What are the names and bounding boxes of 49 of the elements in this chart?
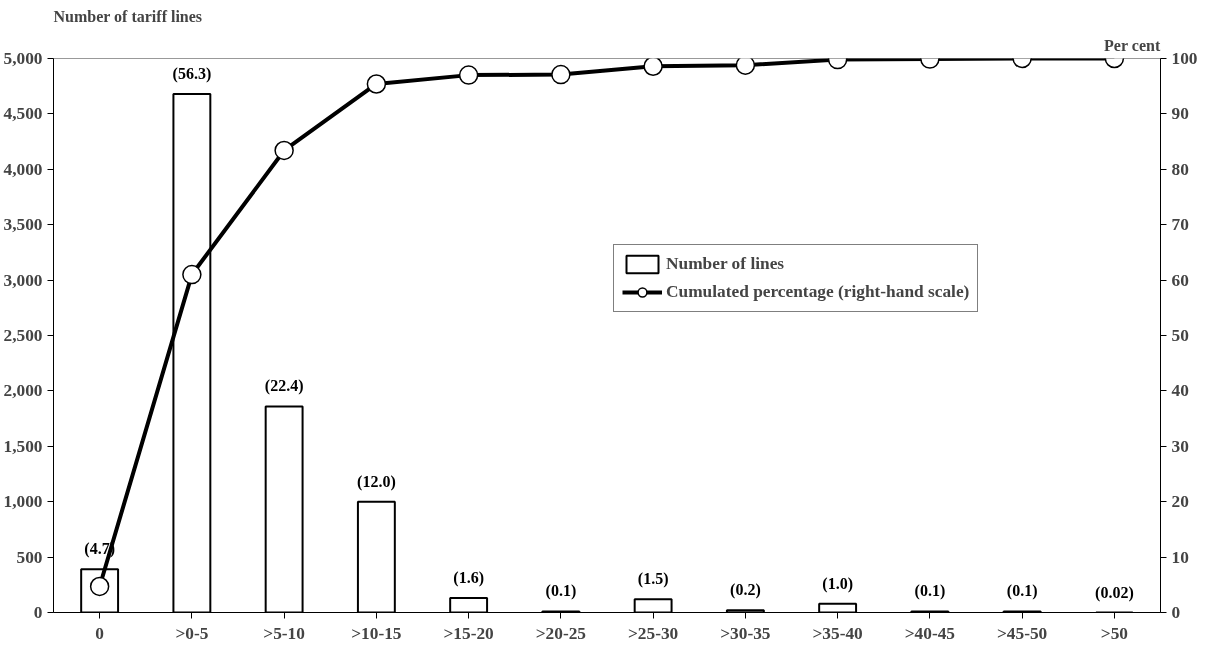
- y2-tick-label: 40: [1171, 381, 1189, 401]
- annotation: (0.1): [1006, 582, 1038, 601]
- annotation: (56.3): [172, 64, 212, 83]
- x-tick-label: >20-25: [535, 623, 587, 643]
- annotation: (0.1): [545, 582, 577, 601]
- y-axis-title: Number of tariff lines: [53, 7, 203, 25]
- y2-axis-title: Per cent: [1104, 36, 1161, 54]
- y2-tick-label: 10: [1171, 547, 1189, 567]
- y-tick-label: 2,000: [3, 381, 43, 401]
- annotation: (22.4): [264, 377, 304, 396]
- y2-tick-label: 20: [1171, 492, 1189, 512]
- y-tick-label: 0: [33, 603, 43, 622]
- annotation: (1.6): [453, 569, 484, 588]
- y-tick-label: 4,500: [3, 104, 43, 124]
- x-tick-label: >40-45: [904, 623, 956, 643]
- x-tick-label: >35-40: [812, 623, 863, 643]
- x-tick-label: >25-30: [627, 623, 679, 643]
- y2-tick-label: 70: [1171, 215, 1189, 235]
- annotation: (0.02): [1095, 583, 1134, 602]
- annotation: (1.5): [637, 570, 669, 589]
- y-tick-label: 2,500: [3, 326, 43, 345]
- x-tick-label: >0-5: [175, 623, 209, 643]
- y-tick-label: 4,000: [3, 159, 43, 179]
- annotation: (1.0): [822, 574, 853, 593]
- y2-tick-label: 90: [1171, 104, 1189, 124]
- y-tick-label: 1,000: [3, 492, 43, 512]
- x-tick-label: >30-35: [720, 623, 771, 643]
- legend-label: Number of lines: [666, 254, 785, 274]
- y2-tick-label: 50: [1171, 326, 1189, 345]
- x-tick-label: 0: [95, 623, 104, 643]
- x-tick-label: >45-50: [996, 623, 1048, 643]
- x-tick-label: >5-10: [263, 623, 305, 643]
- x-tick-label: >15-20: [443, 623, 494, 643]
- y2-tick-label: 60: [1171, 270, 1189, 290]
- y-tick-label: 500: [16, 547, 43, 567]
- annotation: (12.0): [357, 472, 396, 491]
- y2-tick-label: 0: [1171, 603, 1181, 622]
- y-tick-label: 3,500: [3, 215, 43, 235]
- y-tick-label: 1,500: [3, 436, 43, 456]
- x-tick-label: >10-15: [351, 623, 402, 643]
- y-tick-label: 3,000: [3, 270, 43, 290]
- annotation: (0.1): [914, 582, 946, 601]
- annotation: (0.2): [730, 581, 761, 600]
- y-tick-label: 5,000: [3, 49, 43, 68]
- x-tick-label: >50: [1100, 623, 1128, 643]
- y2-tick-label: 80: [1171, 159, 1189, 179]
- y2-tick-label: 100: [1171, 49, 1198, 68]
- legend-label: Cumulated percentage (right-hand scale): [666, 282, 970, 302]
- y2-tick-label: 30: [1171, 436, 1189, 456]
